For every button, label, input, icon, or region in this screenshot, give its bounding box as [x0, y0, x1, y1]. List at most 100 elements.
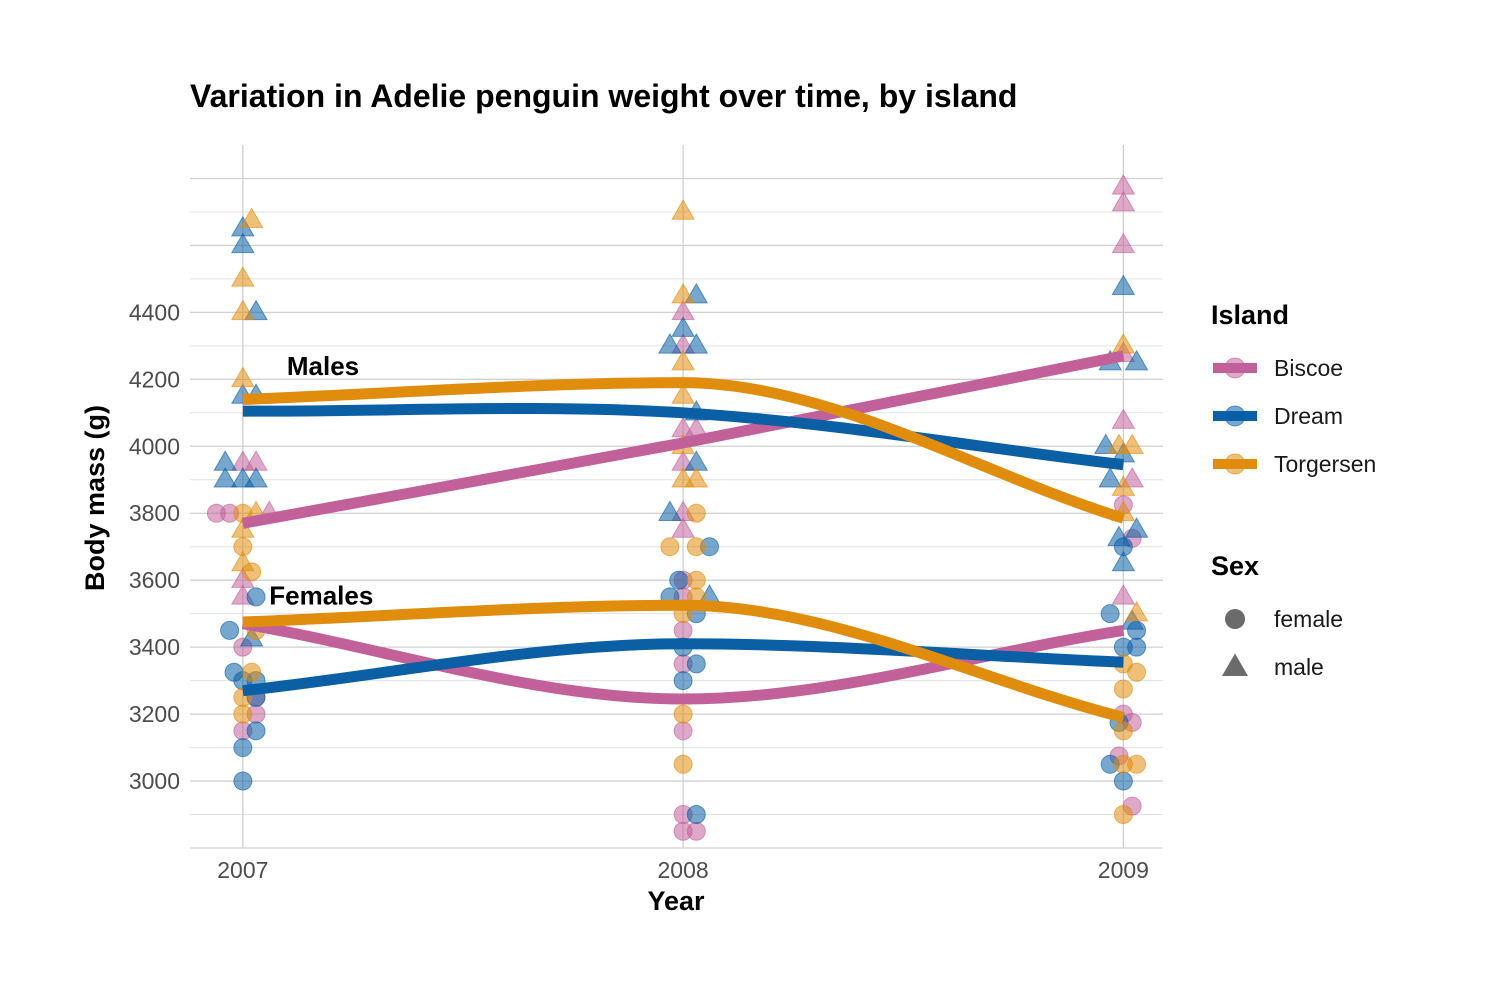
data-point-male — [213, 466, 238, 488]
x-axis-title: Year — [647, 886, 705, 916]
data-point-female — [686, 537, 706, 557]
data-point-male — [1111, 232, 1136, 254]
legend-label-island: Torgersen — [1274, 451, 1376, 477]
data-point-female — [1127, 754, 1147, 774]
data-point-female — [246, 587, 266, 607]
data-point-female — [686, 654, 706, 674]
legend-key-circle — [1225, 609, 1245, 629]
data-point-female — [673, 754, 693, 774]
y-tick-label: 4200 — [129, 366, 180, 392]
data-point-male — [244, 466, 268, 488]
y-tick-label: 3000 — [129, 768, 180, 794]
data-point-female — [233, 771, 253, 791]
trend-line-torgersen-female — [242, 599, 1125, 723]
data-point-male — [658, 333, 682, 354]
data-point-female — [673, 671, 693, 691]
legend-key-point — [1224, 453, 1246, 475]
data-point-male — [671, 383, 695, 404]
legend-label-sex: male — [1274, 654, 1324, 680]
data-point-female — [1113, 721, 1133, 741]
data-point-female — [220, 620, 240, 640]
axis-ticks: 3000 3200 3400 3600 3800 4000 4200 4400 2007 2008… — [129, 299, 1149, 883]
trend-line-dream-female — [242, 638, 1124, 697]
legend-label-island: Biscoe — [1274, 355, 1343, 381]
data-point-male — [1107, 525, 1131, 547]
data-point-female — [242, 662, 262, 682]
data-point-male — [239, 207, 264, 229]
data-point-male — [658, 500, 682, 521]
data-point-male — [1111, 475, 1136, 496]
y-tick-label: 3600 — [129, 567, 180, 593]
data-point-female — [1127, 662, 1147, 682]
data-point-female — [673, 620, 693, 640]
data-point-female — [1113, 771, 1133, 791]
data-point-female — [686, 503, 706, 523]
data-point-male — [230, 232, 255, 254]
data-point-male — [230, 550, 255, 572]
data-point-female — [673, 704, 693, 724]
legend-title-island: Island — [1211, 300, 1289, 330]
data-point-female — [686, 570, 706, 590]
x-tick-label: 2008 — [658, 857, 709, 883]
data-point-male — [671, 517, 695, 538]
data-point-male — [1111, 550, 1136, 572]
data-point-female — [686, 805, 706, 825]
data-point-male — [1111, 190, 1136, 212]
grid — [190, 145, 1163, 849]
legend-label-island: Dream — [1274, 403, 1343, 429]
data-point-female — [1100, 604, 1120, 624]
data-point-male — [671, 316, 695, 337]
legend-key-point — [1224, 405, 1246, 427]
legend-title-sex: Sex — [1211, 551, 1259, 581]
x-tick-label: 2009 — [1098, 857, 1149, 883]
y-tick-label: 3400 — [129, 634, 180, 660]
data-point-female — [1113, 679, 1133, 699]
data-point-male — [1111, 408, 1136, 429]
data-point-female — [1113, 805, 1133, 825]
data-point-male — [1124, 600, 1149, 622]
data-point-male — [1111, 584, 1136, 605]
annotation-label: Males — [287, 351, 359, 381]
legend-key-point — [1224, 357, 1246, 379]
x-tick-label: 2007 — [217, 857, 268, 883]
y-tick-label: 3800 — [129, 500, 180, 526]
data-point-male — [230, 266, 255, 287]
legend-key-triangle — [1222, 653, 1248, 677]
legend: Island Biscoe Dream Torgersen Sex female male — [1211, 300, 1376, 680]
data-points — [206, 174, 1149, 841]
y-axis-title: Body mass (g) — [80, 405, 110, 591]
annotation-label: Females — [269, 580, 373, 610]
chart-title: Variation in Adelie penguin weight over … — [190, 78, 1017, 114]
data-point-male — [1124, 349, 1149, 371]
data-point-female — [1127, 637, 1147, 657]
data-point-female — [669, 570, 689, 590]
data-point-female — [233, 704, 253, 724]
data-point-male — [1120, 433, 1145, 455]
trend-line-torgersen-male — [242, 377, 1126, 524]
data-point-male — [684, 466, 709, 488]
data-point-male — [1124, 517, 1149, 538]
data-point-female — [246, 721, 266, 741]
trend-lines — [241, 350, 1126, 723]
y-tick-label: 3200 — [129, 701, 180, 727]
data-point-male — [671, 349, 695, 371]
trend-line-biscoe-male — [241, 350, 1125, 529]
legend-label-sex: female — [1274, 606, 1343, 632]
data-point-female — [673, 721, 693, 741]
annotations: Males Females — [269, 351, 373, 610]
y-tick-label: 4400 — [129, 299, 180, 325]
data-point-female — [686, 821, 706, 841]
data-point-male — [1111, 274, 1136, 296]
data-point-male — [671, 199, 695, 220]
data-point-male — [230, 366, 255, 388]
trend-line-dream-male — [242, 403, 1125, 471]
data-point-male — [1111, 333, 1136, 354]
data-point-male — [230, 299, 255, 321]
data-point-female — [233, 738, 253, 758]
data-point-male — [1098, 466, 1123, 488]
y-tick-label: 4000 — [129, 433, 180, 459]
data-point-male — [684, 333, 709, 354]
data-point-female — [660, 537, 680, 557]
data-point-male — [671, 282, 695, 304]
